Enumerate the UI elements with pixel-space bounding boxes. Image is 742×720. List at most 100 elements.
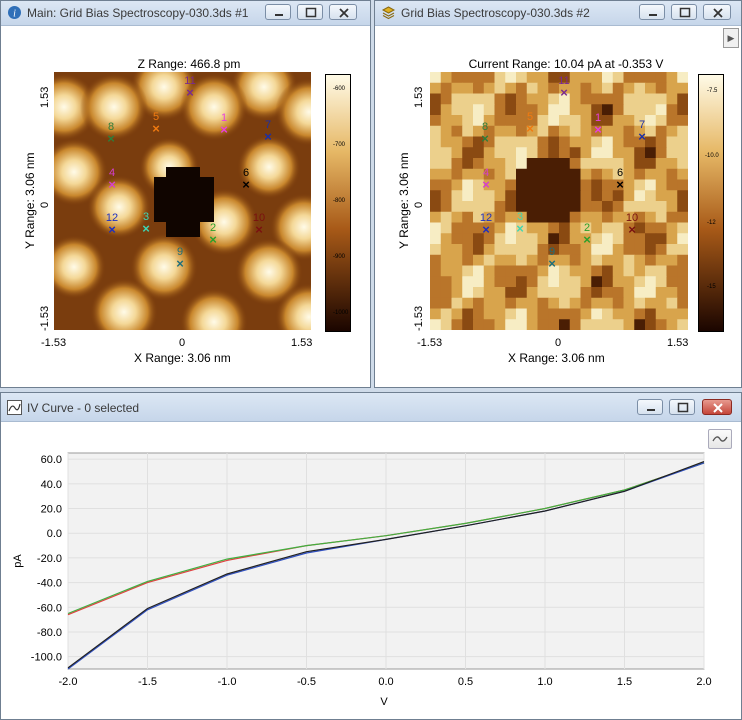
colorbar-tick: -7.5 xyxy=(707,88,718,94)
grid-point-marker[interactable]: 11 × xyxy=(554,76,574,100)
minimize-button[interactable] xyxy=(639,4,665,20)
grid-point-marker[interactable]: 11 × xyxy=(180,75,200,100)
colorbar-tick: -800 xyxy=(333,198,346,204)
close-icon xyxy=(713,403,723,413)
colorbar-tick: -12 xyxy=(707,220,716,226)
app-icon: i xyxy=(8,6,21,20)
x-axis-label: V xyxy=(380,696,388,708)
grid-point-marker[interactable]: 8 × xyxy=(475,122,495,146)
cross-icon: × xyxy=(481,131,489,146)
curve-style-button[interactable] xyxy=(708,429,732,449)
window-titlebar[interactable]: IV Curve - 0 selected xyxy=(1,393,741,422)
current-map[interactable] xyxy=(430,72,688,330)
grid-point-label: 5 xyxy=(526,111,534,123)
cross-icon: × xyxy=(108,222,116,237)
close-button[interactable] xyxy=(703,4,731,20)
iv-curve-window: IV Curve - 0 selected -2.0 -1.5 -1.0 -0.5 0.… xyxy=(0,392,742,720)
current-map-window: Grid Bias Spectroscopy-030.3ds #2 ▶ Curr… xyxy=(374,0,742,388)
cross-icon: × xyxy=(242,177,250,192)
grid-point-marker[interactable]: 10 × xyxy=(249,213,269,237)
grid-point-label: 10 xyxy=(625,212,639,224)
grid-point-marker[interactable]: 1 × xyxy=(214,112,234,137)
maximize-button[interactable] xyxy=(671,4,697,20)
close-button[interactable] xyxy=(329,4,357,20)
x-tick-label: 0.5 xyxy=(458,676,473,688)
expand-panel-button[interactable]: ▶ xyxy=(723,28,739,48)
cross-icon: × xyxy=(548,256,556,271)
grid-point-marker[interactable]: 4 × xyxy=(476,167,496,192)
y-tick-label: -80.0 xyxy=(37,627,62,639)
cross-icon: × xyxy=(482,222,490,237)
grid-point-marker[interactable]: 9 × xyxy=(170,246,190,271)
y-axis-label: pA xyxy=(12,554,24,568)
x-tick-label: 2.0 xyxy=(696,676,711,688)
topography-map[interactable] xyxy=(54,72,311,330)
grid-point-marker[interactable]: 3 × xyxy=(136,211,156,236)
y-tick: 0 xyxy=(413,201,425,208)
map-title: Z Range: 466.8 pm xyxy=(137,57,241,71)
cross-icon: × xyxy=(583,232,591,247)
y-tick-label: -40.0 xyxy=(37,578,62,590)
close-button[interactable] xyxy=(702,399,732,415)
grid-point-marker[interactable]: 7 × xyxy=(258,120,278,144)
grid-point-marker[interactable]: 8 × xyxy=(101,122,121,146)
maximize-button[interactable] xyxy=(297,4,323,20)
y-range-label: Y Range: 3.06 nm xyxy=(23,152,37,249)
grid-point-marker[interactable]: 12 × xyxy=(476,213,496,237)
grid-point-label: 4 xyxy=(108,167,116,179)
grid-point-marker[interactable]: 6 × xyxy=(236,168,256,192)
grid-point-marker[interactable]: 12 × xyxy=(102,213,122,237)
grid-point-marker[interactable]: 5 × xyxy=(146,111,166,136)
cross-icon: × xyxy=(152,121,160,136)
grid-point-label: 2 xyxy=(583,222,591,234)
minimize-button[interactable] xyxy=(265,4,291,20)
x-tick-label: -1.0 xyxy=(218,676,237,688)
grid-point-label: 4 xyxy=(482,167,490,179)
grid-point-marker[interactable]: 9 × xyxy=(542,247,562,271)
maximize-button[interactable] xyxy=(669,399,695,415)
colorbar-tick: -900 xyxy=(333,254,346,260)
cross-icon: × xyxy=(482,177,490,192)
y-tick: 1.53 xyxy=(39,86,51,108)
grid-point-marker[interactable]: 3 × xyxy=(510,211,530,236)
x-tick: 1.53 xyxy=(291,337,313,349)
x-tick: 1.53 xyxy=(667,337,689,349)
grid-point-label: 11 xyxy=(184,75,196,87)
y-range-label: Y Range: 3.06 nm xyxy=(397,152,411,249)
cross-icon: × xyxy=(108,177,116,192)
grid-point-label: 3 xyxy=(142,211,150,223)
cross-icon: × xyxy=(255,222,263,237)
y-tick-label: 0.0 xyxy=(47,528,62,540)
x-tick-label: 1.0 xyxy=(537,676,552,688)
x-range-label: X Range: 3.06 nm xyxy=(134,351,231,365)
grid-point-marker[interactable]: 2 × xyxy=(203,223,223,247)
x-tick-label: -2.0 xyxy=(59,676,78,688)
y-tick: -1.53 xyxy=(39,305,51,331)
minimize-button[interactable] xyxy=(637,399,663,415)
colorbar-tick: -1000 xyxy=(333,310,349,316)
svg-text:i: i xyxy=(13,9,16,20)
grid-point-marker[interactable]: 6 × xyxy=(610,168,630,192)
map-title: Current Range: 10.04 pA at -0.353 V xyxy=(468,57,664,71)
grid-point-label: 9 xyxy=(176,246,184,258)
iv-chart[interactable]: -2.0 -1.5 -1.0 -0.5 0.0 0.5 1.0 1.5 2.0 60.0 40.0 2… xyxy=(1,422,741,717)
grid-point-marker[interactable]: 4 × xyxy=(102,167,122,192)
grid-point-marker[interactable]: 2 × xyxy=(577,222,597,247)
grid-point-marker[interactable]: 7 × xyxy=(632,120,652,144)
grid-point-label: 5 xyxy=(152,111,160,123)
cross-icon: × xyxy=(516,221,524,236)
grid-point-label: 3 xyxy=(516,211,524,223)
window-title: IV Curve - 0 selected xyxy=(27,401,140,415)
cross-icon: × xyxy=(560,85,568,100)
grid-point-label: 1 xyxy=(220,112,228,124)
window-titlebar[interactable]: Grid Bias Spectroscopy-030.3ds #2 xyxy=(375,1,741,26)
grid-point-marker[interactable]: 1 × xyxy=(588,113,608,137)
colorbar xyxy=(698,74,724,332)
window-titlebar[interactable]: i Main: Grid Bias Spectroscopy-030.3ds #… xyxy=(1,1,370,26)
grid-point-marker[interactable]: 5 × xyxy=(520,111,540,136)
x-tick-label: 1.5 xyxy=(617,676,632,688)
cross-icon: × xyxy=(209,232,217,247)
plot-panel: -2.0 -1.5 -1.0 -0.5 0.0 0.5 1.0 1.5 2.0 60.0 40.0 2… xyxy=(1,422,741,719)
grid-point-marker[interactable]: 10 × xyxy=(622,212,642,237)
cross-icon: × xyxy=(220,122,228,137)
